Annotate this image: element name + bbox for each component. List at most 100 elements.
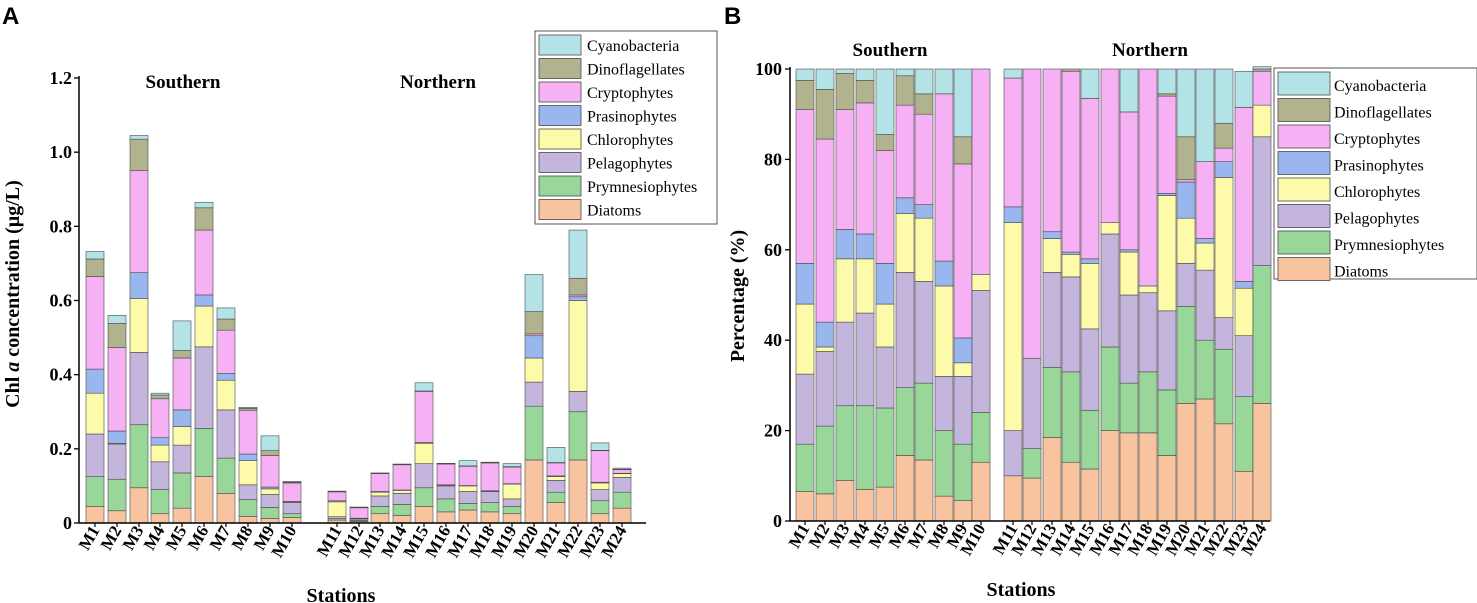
panel-b-bar-m21-diatoms	[1195, 398, 1215, 522]
panel-a-bar-m23-pelagophytes	[590, 489, 610, 502]
panel-a-y-tick-label: 0.4	[50, 365, 73, 385]
panel-b-bar-m7-dinoflagellates	[914, 93, 934, 115]
panel-a-bar-m5-prymnesiophytes	[172, 472, 192, 509]
panel-a-bar-m3-cyanobacteria	[129, 135, 149, 140]
panel-b-bar-m13-prasinophytes	[1042, 231, 1062, 239]
panel-b-bar-m1-dinoflagellates	[795, 80, 815, 110]
panel-a-bars	[85, 135, 632, 524]
panel-b-bar-m1-chlorophytes	[795, 303, 815, 375]
panel-a-bar-m7-prymnesiophytes	[216, 457, 236, 494]
panel-a-bar-m8-chlorophytes	[238, 460, 258, 486]
panel-b-x-axis-title: Stations	[987, 579, 1056, 601]
panel-b-bar-m2-dinoflagellates	[815, 89, 835, 140]
y-axis-title-part-a: a	[2, 362, 24, 372]
panel-b-bar-m6-prasinophytes	[895, 197, 915, 214]
panel-b-bar-m21-prasinophytes	[1195, 238, 1215, 244]
panel-a-bar-m18-diatoms	[480, 511, 500, 524]
panel-a-bar-m20-dinoflagellates	[524, 311, 544, 335]
panel-b-bar-m8-cryptophytes	[934, 93, 954, 262]
panel-a-bar-m9-prymnesiophytes	[260, 507, 280, 519]
panel-a-bar-m2-prymnesiophytes	[107, 478, 127, 512]
panel-a-bar-m5-dinoflagellates	[172, 350, 192, 359]
panel-b-legend-swatch-pelagophytes	[1277, 204, 1331, 228]
panel-a-bar-m8-cyanobacteria	[238, 406, 258, 409]
panel-b-bar-m7-chlorophytes	[914, 217, 934, 282]
panel-b-y-tick-label: 60	[764, 240, 782, 260]
panel-a-bar-m5-prasinophytes	[172, 409, 192, 427]
panel-b-axes	[785, 67, 1270, 525]
panel-b-bar-m1-pelagophytes	[795, 373, 815, 445]
panel-a-x-tick-label-m24: M24	[597, 522, 630, 561]
panel-b-bar-m21-cyanobacteria	[1195, 68, 1215, 162]
panel-a-y-tick-label: 0.8	[50, 216, 73, 236]
panel-a-legend-swatch-pelagophytes	[538, 152, 582, 173]
panel-a-legend-label-diatoms: Diatoms	[587, 203, 641, 220]
panel-a-chart: A 0 0.2 0.4 0.6 0.8 1.0 1.2 M1M2M3M4M5M6M7M8M9…	[2, 3, 718, 603]
panel-b-bar-m3-prymnesiophytes	[835, 405, 855, 481]
panel-b-bar-m17-cyanobacteria	[1119, 68, 1139, 113]
panel-b-bar-m5-cryptophytes	[875, 150, 895, 264]
panel-b-bar-m10-prymnesiophytes	[971, 412, 991, 463]
panel-b-bar-m3-diatoms	[835, 480, 855, 522]
panel-b-bar-m4-cyanobacteria	[855, 68, 875, 81]
panel-a-bar-m8-cryptophytes	[238, 409, 258, 455]
panel-a-x-axis-title: Stations	[307, 585, 376, 603]
panel-b-legend-swatch-chlorophytes	[1277, 177, 1331, 202]
panel-a-bar-m17-pelagophytes	[458, 491, 478, 504]
panel-b-bar-m12-cryptophytes	[1022, 68, 1042, 359]
panel-a-bar-m6-chlorophytes	[194, 305, 214, 348]
panel-a-bar-m4-dinoflagellates	[150, 394, 170, 400]
panel-b-bar-m24-diatoms	[1252, 403, 1272, 522]
panel-a-label: A	[2, 3, 19, 30]
panel-b-bar-m24-chlorophytes	[1252, 104, 1272, 138]
panel-b-bar-m14-prasinophytes	[1061, 251, 1081, 255]
panel-a-legend-label-dinoflagellates: Dinoflagellates	[587, 62, 685, 79]
panel-a-bar-m24-chlorophytes	[612, 473, 632, 478]
panel-a-bar-m22-chlorophytes	[568, 300, 588, 392]
panel-a-bar-m2-pelagophytes	[107, 443, 127, 480]
panel-a-bar-m1-cryptophytes	[85, 276, 105, 370]
panel-b-bar-m23-cryptophytes	[1234, 107, 1254, 282]
panel-b-legend-label-pelagophytes: Pelagophytes	[1334, 211, 1419, 228]
panel-a-bar-m7-prasinophytes	[216, 373, 236, 381]
panel-a-bar-m12-cryptophytes	[349, 507, 369, 519]
panel-b-bar-m2-prasinophytes	[815, 321, 835, 348]
panel-a-bar-m24-diatoms	[612, 507, 632, 524]
panel-b-bar-m16-pelagophytes	[1100, 233, 1120, 348]
panel-a-bar-m3-prasinophytes	[129, 272, 149, 299]
panel-a-bar-m20-prymnesiophytes	[524, 405, 544, 461]
panel-a-bar-m21-diatoms	[546, 502, 566, 524]
panel-b-bar-m9-chlorophytes	[953, 362, 973, 377]
panel-a-y-tick-label: 1.2	[50, 68, 73, 88]
panel-a-bar-m7-pelagophytes	[216, 409, 236, 459]
panel-b-bar-m20-prymnesiophytes	[1176, 305, 1196, 404]
panel-a-bar-m7-cyanobacteria	[216, 307, 236, 320]
panel-b-bar-m6-cryptophytes	[895, 104, 915, 199]
panel-b-bar-m22-diatoms	[1214, 423, 1234, 522]
panel-a-bar-m13-chlorophytes	[370, 491, 390, 497]
panel-b-bar-m19-diatoms	[1157, 455, 1177, 522]
panel-a-bar-m10-prymnesiophytes	[282, 513, 302, 518]
panel-b-bar-m3-prasinophytes	[835, 229, 855, 260]
panel-a-bar-m13-cryptophytes	[370, 473, 390, 492]
panel-b-bar-m6-prymnesiophytes	[895, 387, 915, 456]
panel-a-bar-m9-dinoflagellates	[260, 450, 280, 456]
panel-a-bar-m17-diatoms	[458, 509, 478, 524]
panel-b-legend-label-chlorophytes: Chlorophytes	[1334, 184, 1420, 201]
panel-a-bar-m1-prymnesiophytes	[85, 476, 105, 507]
panel-b-bar-m9-prasinophytes	[953, 337, 973, 364]
panel-b-bar-m15-cyanobacteria	[1080, 68, 1100, 99]
panel-a-legend-label-prymnesiophytes: Prymnesiophytes	[587, 179, 697, 196]
panel-a-bar-m2-dinoflagellates	[107, 323, 127, 348]
panel-b-bar-m23-prymnesiophytes	[1234, 396, 1254, 472]
panel-b-bar-m13-chlorophytes	[1042, 238, 1062, 273]
panel-a-bar-m4-cryptophytes	[150, 398, 170, 439]
panel-a-bar-m10-cryptophytes	[282, 482, 302, 502]
panel-b-bar-m8-prasinophytes	[934, 260, 954, 287]
panel-a-bar-m6-dinoflagellates	[194, 207, 214, 231]
panel-b-bar-m6-cyanobacteria	[895, 68, 915, 77]
panel-b-bar-m9-prymnesiophytes	[953, 443, 973, 501]
panel-b-bar-m15-prasinophytes	[1080, 258, 1100, 264]
panel-b-bar-m11-pelagophytes	[1003, 430, 1023, 477]
panel-b-bar-m7-prymnesiophytes	[914, 382, 934, 461]
